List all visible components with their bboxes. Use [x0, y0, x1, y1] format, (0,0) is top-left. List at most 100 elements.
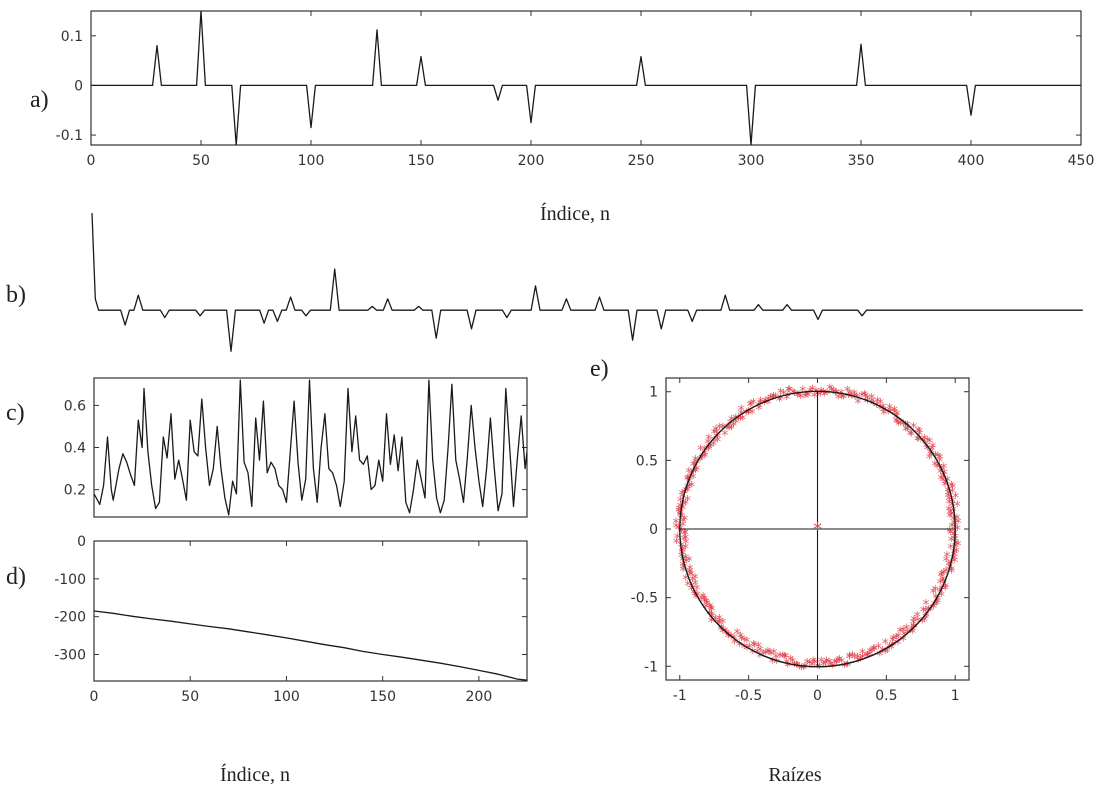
root-marker: *	[853, 391, 860, 407]
x-tick-label-e: 0	[813, 688, 822, 704]
root-marker: *	[893, 411, 900, 427]
root-marker: *	[926, 436, 933, 452]
root-marker: *	[686, 563, 693, 579]
root-marker: *	[927, 447, 934, 463]
root-marker: *	[844, 659, 851, 675]
root-marker: *	[953, 512, 960, 528]
root-marker: *	[769, 392, 776, 408]
root-marker: *	[823, 655, 830, 671]
root-marker: *	[682, 528, 689, 544]
root-marker: *	[681, 513, 688, 529]
root-marker: *	[732, 412, 739, 428]
root-marker: *	[937, 466, 944, 482]
root-marker: *	[820, 386, 827, 402]
root-marker: *	[932, 583, 939, 599]
root-marker: *	[737, 630, 744, 646]
root-marker: *	[862, 390, 869, 406]
root-marker: *	[919, 435, 926, 451]
root-marker: *	[675, 505, 682, 521]
root-marker: *	[682, 484, 689, 500]
panel-e: -1 -0.5 0 0.5 1-1-0.500.51********** ***** ***…	[631, 377, 970, 704]
root-marker: *	[689, 574, 696, 590]
root-marker: *	[768, 648, 775, 664]
root-marker: *	[802, 660, 809, 676]
root-marker: *	[849, 649, 856, 665]
root-marker: *	[933, 460, 940, 476]
root-marker: *	[711, 426, 718, 442]
root-marker: *	[914, 433, 921, 449]
root-marker: *	[761, 397, 768, 413]
root-marker: *	[942, 583, 949, 599]
panel-e-label: e)	[590, 356, 609, 382]
root-marker: *	[741, 641, 748, 657]
root-marker: *	[855, 396, 862, 412]
root-marker: *	[952, 540, 959, 556]
root-marker: *	[873, 400, 880, 416]
panel-d-label: d)	[6, 564, 26, 590]
root-marker: *	[707, 603, 714, 619]
x-axis-title-roots: Raízes	[768, 764, 822, 786]
root-marker: *	[690, 466, 697, 482]
root-marker: *	[684, 484, 691, 500]
root-marker: *	[727, 417, 734, 433]
root-marker: *	[786, 384, 793, 400]
root-marker: *	[942, 581, 949, 597]
root-marker: *	[741, 634, 748, 650]
root-marker: *	[817, 389, 824, 405]
root-marker: *	[933, 598, 940, 614]
x-tick-label-a: 450	[1068, 153, 1095, 169]
root-marker: *	[885, 407, 892, 423]
root-marker: *	[807, 385, 814, 401]
root-marker: *	[713, 426, 720, 442]
root-marker: *	[880, 404, 887, 420]
root-marker: *	[923, 610, 930, 626]
root-marker: *	[716, 421, 723, 437]
root-marker: *	[686, 567, 693, 583]
root-marker: *	[886, 401, 893, 417]
root-marker: *	[825, 656, 832, 672]
root-marker: *	[870, 397, 877, 413]
root-marker: *	[949, 481, 956, 497]
panel-a: 0 50 100 150 200 250 300 350 400 450-0.100.1	[56, 10, 1095, 169]
root-marker: *	[880, 401, 887, 417]
root-marker: *	[745, 406, 752, 422]
root-marker: *	[769, 655, 776, 671]
root-marker: *	[714, 431, 721, 447]
x-tick-label-d: 200	[466, 689, 493, 705]
root-marker: *	[921, 614, 928, 630]
root-marker: *	[765, 393, 772, 409]
root-marker: *	[735, 413, 742, 429]
root-marker: *	[929, 440, 936, 456]
root-marker: *	[904, 419, 911, 435]
root-marker: *	[951, 546, 958, 562]
root-marker: *	[897, 418, 904, 434]
root-marker: *	[794, 389, 801, 405]
root-marker: *	[706, 441, 713, 457]
root-marker: *	[895, 418, 902, 434]
root-marker: *	[954, 523, 961, 539]
root-marker: *	[846, 652, 853, 668]
root-marker: *	[705, 443, 712, 459]
root-marker: *	[894, 416, 901, 432]
panel-d: 0 50 100 150 200 -300 -200 -100 0	[54, 534, 528, 705]
root-marker: *	[930, 586, 937, 602]
root-marker: *	[696, 453, 703, 469]
root-marker: *	[900, 633, 907, 649]
root-marker: *	[757, 644, 764, 660]
x-tick-label-d: 150	[369, 689, 396, 705]
root-marker: *	[719, 626, 726, 642]
root-marker: *	[950, 504, 957, 520]
root-marker: *	[754, 646, 761, 662]
root-marker: *	[916, 425, 923, 441]
root-marker: *	[781, 650, 788, 666]
root-marker: *	[688, 581, 695, 597]
root-marker: *	[945, 503, 952, 519]
x-tick-label-a: 100	[298, 153, 325, 169]
root-marker: *	[911, 620, 918, 636]
panel-c-label: c)	[6, 400, 25, 426]
root-marker: *	[679, 543, 686, 559]
root-marker: *	[790, 386, 797, 402]
root-marker: *	[684, 472, 691, 488]
root-marker: *	[870, 643, 877, 659]
root-marker: *	[936, 455, 943, 471]
